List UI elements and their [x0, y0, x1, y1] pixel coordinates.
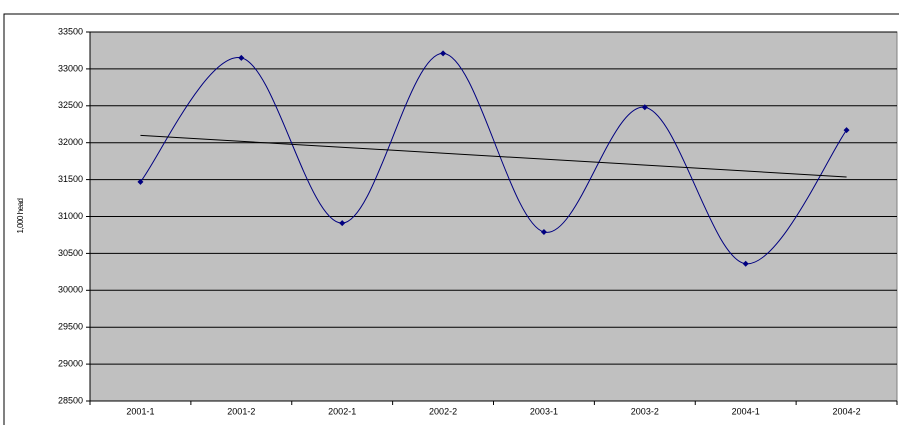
data-point: [440, 50, 447, 57]
x-tick-label: 2001-2: [227, 406, 255, 416]
data-point: [339, 220, 346, 227]
y-tick-label: 32000: [58, 137, 83, 147]
data-point: [540, 228, 547, 235]
y-tick-label: 31000: [58, 211, 83, 221]
y-tick-label: 30500: [58, 248, 83, 258]
data-point: [843, 127, 850, 134]
x-tick-label: 2001-1: [126, 406, 154, 416]
y-tick-label: 28500: [58, 395, 83, 405]
y-tick-label: 29000: [58, 358, 83, 368]
series-line: [140, 52, 847, 265]
y-axis-label: 1,000 head: [16, 198, 25, 233]
data-point: [137, 178, 144, 185]
x-tick-label: 2002-1: [328, 406, 356, 416]
chart-frame: [3, 13, 899, 425]
y-tick-label: 30000: [58, 285, 83, 295]
y-tick-label: 32500: [58, 100, 83, 110]
data-point: [238, 54, 245, 61]
y-tick-label: 33500: [58, 26, 83, 36]
trendline: [140, 134, 847, 178]
y-tick-label: 33000: [58, 63, 83, 73]
y-tick-label: 31500: [58, 174, 83, 184]
data-point: [742, 260, 749, 267]
y-tick-label: 29500: [58, 322, 83, 332]
data-point: [641, 104, 648, 111]
x-tick-label: 2003-1: [530, 406, 558, 416]
x-tick-label: 2003-2: [631, 406, 659, 416]
x-tick-label: 2004-1: [732, 406, 760, 416]
x-tick-label: 2004-2: [833, 406, 861, 416]
x-tick-label: 2002-2: [429, 406, 457, 416]
